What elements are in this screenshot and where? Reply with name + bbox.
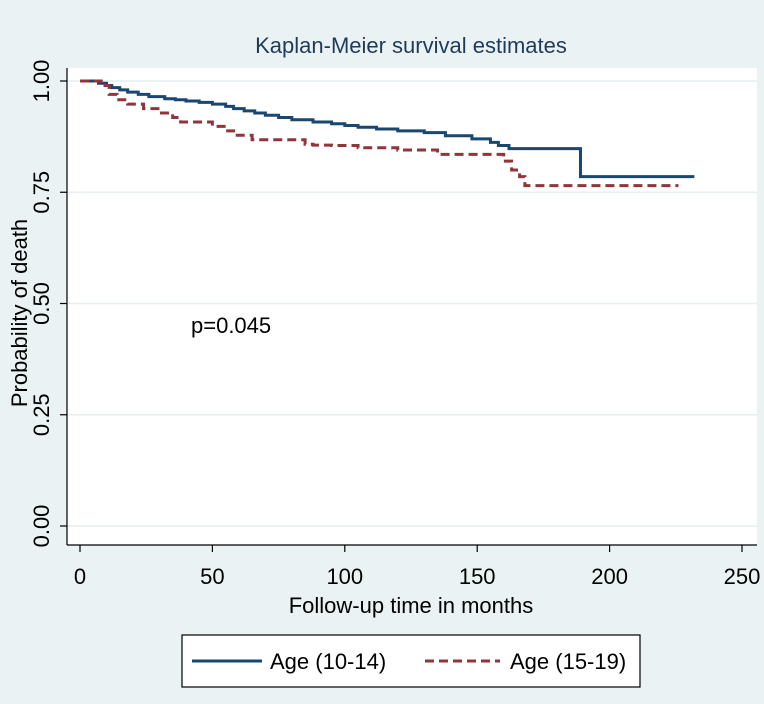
y-axis-ticks: 0.00 0.25 0.50 0.75 1.00	[29, 60, 67, 548]
curve-age-15-19	[80, 79, 679, 188]
legend: Age (10-14) Age (15-19)	[181, 634, 641, 688]
x-tick-label-0: 0	[74, 564, 86, 589]
axes	[66, 68, 757, 546]
x-tick-label-200: 200	[591, 564, 628, 589]
y-tick-label-0.5: 0.50	[29, 282, 54, 325]
y-tick-label-0.25: 0.25	[29, 393, 54, 436]
x-tick-label-50: 50	[200, 564, 224, 589]
x-tick-label-250: 250	[724, 564, 761, 589]
y-axis-label: Probability of death	[7, 219, 32, 407]
legend-label-age-15-19: Age (15-19)	[510, 649, 626, 674]
x-axis-label: Follow-up time in months	[289, 593, 534, 618]
y-tick-label-0: 0.00	[29, 505, 54, 548]
curve-age-10-14	[80, 79, 695, 179]
y-tick-label-1: 1.00	[29, 60, 54, 103]
chart-title: Kaplan-Meier survival estimates	[255, 33, 567, 58]
p-value-annotation: p=0.045	[191, 313, 271, 338]
legend-label-age-10-14: Age (10-14)	[270, 649, 386, 674]
y-tick-label-0.75: 0.75	[29, 171, 54, 214]
x-tick-label-150: 150	[459, 564, 496, 589]
x-tick-label-100: 100	[326, 564, 363, 589]
plot-area	[67, 68, 757, 545]
gridlines	[67, 80, 757, 527]
x-axis-ticks: 0 50 100 150 200 250	[74, 545, 760, 589]
survival-curves	[80, 79, 695, 188]
